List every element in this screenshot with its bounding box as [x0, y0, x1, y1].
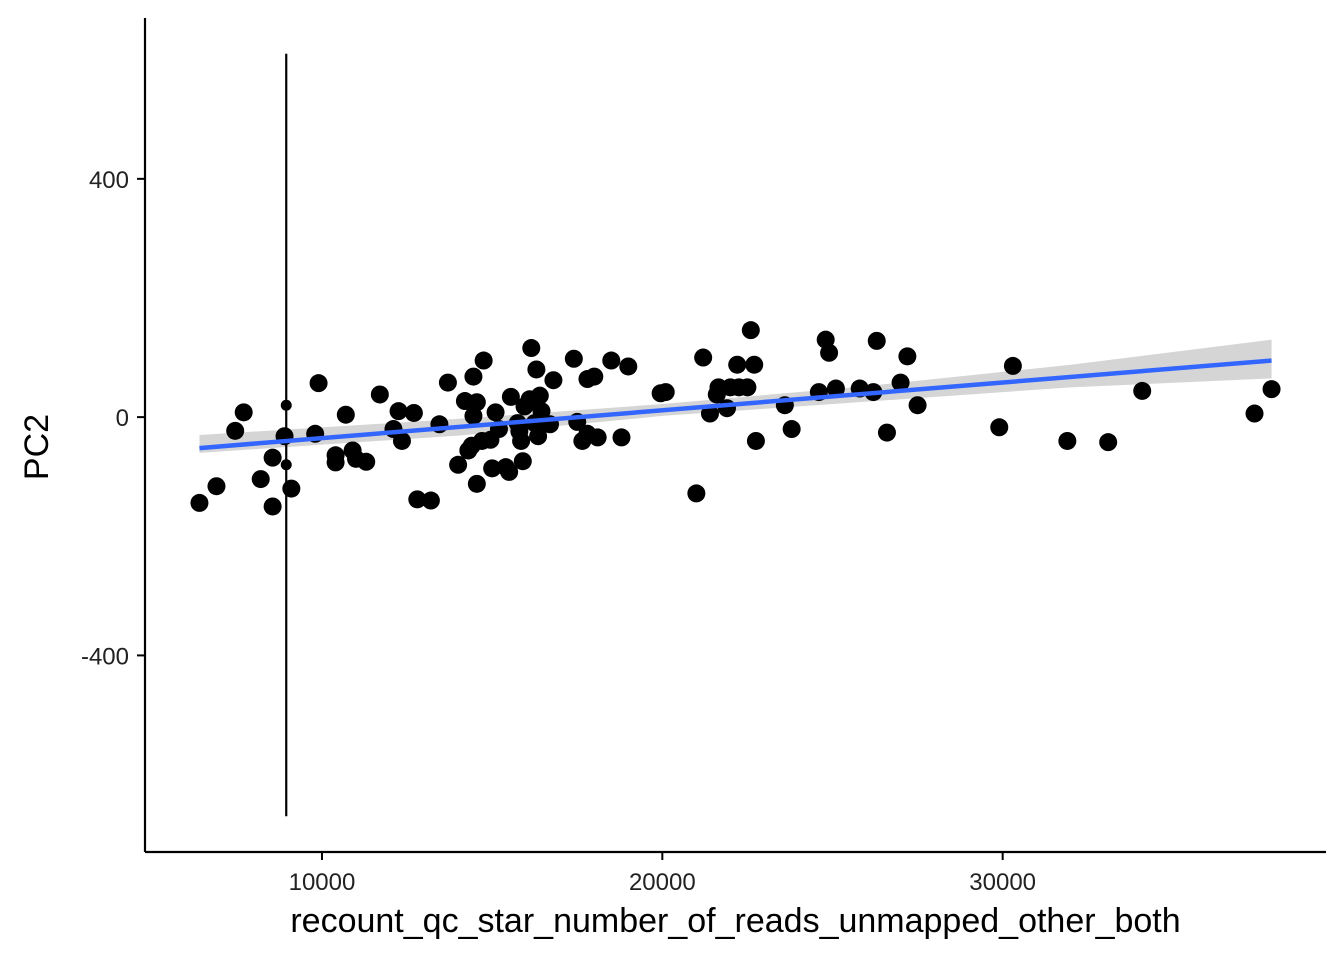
data-point: [263, 448, 282, 467]
data-point: [867, 331, 886, 350]
x-tick-label: 20000: [629, 869, 696, 896]
data-point: [309, 374, 328, 393]
data-point: [898, 347, 917, 366]
data-point: [370, 385, 389, 404]
data-point: [700, 404, 719, 423]
data-point: [464, 367, 483, 386]
data-point: [877, 423, 896, 442]
data-point: [782, 420, 801, 439]
data-point: [449, 455, 468, 474]
data-point: [826, 379, 845, 398]
data-point: [408, 490, 427, 509]
data-point: [588, 428, 607, 447]
x-tick-label: 10000: [289, 869, 356, 896]
data-point: [585, 367, 604, 386]
data-point: [527, 360, 546, 379]
data-point: [326, 453, 345, 472]
data-point: [619, 357, 638, 376]
data-point: [392, 431, 411, 450]
x-axis-title: recount_qc_star_number_of_reads_unmapped…: [290, 902, 1180, 940]
data-point: [1099, 433, 1118, 452]
data-point: [745, 355, 764, 374]
data-point: [687, 484, 706, 503]
regression-line: [199, 358, 1272, 451]
data-point: [483, 459, 502, 478]
data-point: [280, 399, 292, 411]
data-point: [891, 373, 910, 392]
data-point: [251, 470, 270, 489]
data-point: [207, 477, 226, 496]
data-point: [512, 431, 531, 450]
data-point: [336, 405, 355, 424]
y-tick-label: 0: [116, 405, 129, 432]
data-point: [404, 403, 423, 422]
data-point: [612, 428, 631, 447]
data-point: [474, 351, 493, 370]
x-axis-ticks: 10000 20000 30000: [289, 852, 1036, 896]
axes: 10000 20000 30000 400 0 -400: [81, 18, 1326, 896]
x-tick-label: 30000: [969, 869, 1036, 896]
data-point: [1058, 431, 1077, 450]
data-point: [438, 373, 457, 392]
data-point: [263, 497, 282, 516]
y-axis-ticks: 400 0 -400: [81, 167, 145, 670]
data-point: [530, 386, 549, 405]
data-point: [529, 427, 548, 446]
data-point: [532, 402, 551, 421]
data-point: [544, 371, 563, 390]
data-point: [746, 431, 765, 450]
data-point: [190, 493, 209, 512]
data-point: [1003, 356, 1022, 375]
data-point: [464, 406, 483, 425]
y-tick-label: -400: [81, 643, 129, 670]
data-point: [486, 403, 505, 422]
data-point: [234, 403, 253, 422]
data-point: [467, 393, 486, 412]
data-point: [1133, 381, 1152, 400]
data-point: [500, 462, 519, 481]
data-point: [280, 459, 292, 471]
data-point: [357, 452, 376, 471]
data-point: [602, 351, 621, 370]
data-point: [908, 396, 927, 415]
data-point: [728, 355, 747, 374]
data-point: [656, 383, 675, 402]
data-point: [717, 399, 736, 418]
data-point: [564, 349, 583, 368]
y-tick-label: 400: [89, 167, 129, 194]
data-point: [990, 418, 1009, 437]
data-point: [1262, 380, 1281, 399]
data-point: [738, 378, 757, 397]
data-point: [1245, 404, 1264, 423]
y-axis-title: PC2: [18, 414, 56, 480]
data-point: [501, 387, 520, 406]
data-point: [522, 339, 541, 358]
data-point: [467, 474, 486, 493]
data-point: [694, 348, 713, 367]
data-point: [282, 479, 301, 498]
data-point: [226, 421, 245, 440]
data-points: [190, 321, 1281, 516]
data-point: [421, 491, 440, 510]
data-point: [513, 452, 532, 471]
plot-panel: [190, 53, 1281, 817]
data-point: [389, 402, 408, 421]
data-point: [820, 343, 839, 362]
data-point: [741, 321, 760, 340]
